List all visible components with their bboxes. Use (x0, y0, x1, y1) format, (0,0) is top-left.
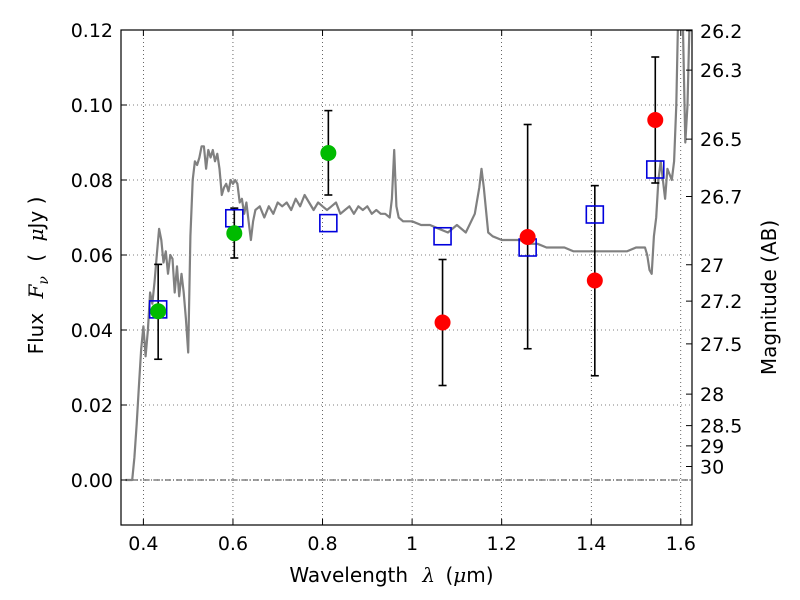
grid (121, 29, 692, 525)
magnitude-tick-label: 29 (700, 436, 724, 458)
magnitude-tick-label: 26.5 (700, 129, 742, 151)
magnitude-axis-title: Magnitude (AB) (757, 220, 781, 375)
red-point (586, 272, 603, 289)
x-tick-label: 1 (406, 533, 418, 555)
y-tick-label: 0.10 (71, 95, 113, 117)
x-tick-label: 0.8 (307, 533, 337, 555)
y-tick-label: 0.08 (71, 170, 113, 192)
magnitude-tick-label: 26.2 (700, 21, 742, 43)
red-data-points (434, 112, 664, 331)
plot-frame (120, 29, 693, 526)
model-square-marker (433, 226, 452, 246)
magnitude-tick-label: 27.2 (700, 291, 742, 313)
plot-area (125, 30, 691, 482)
x-axis-title: Wavelength λ (μm) (289, 563, 493, 587)
y-tick-label: 0.00 (71, 470, 113, 492)
magnitude-tick-label: 26.3 (700, 60, 742, 82)
magnitude-tick-label: 30 (700, 457, 724, 479)
red-point (647, 112, 664, 128)
green-point (320, 145, 337, 161)
magnitude-tick-label: 28.5 (700, 416, 742, 438)
y-axis-title: Flux Fν ( μJy ) (24, 197, 53, 355)
y-tick-label: 0.02 (71, 395, 113, 417)
red-point (434, 314, 451, 331)
y-tick-label: 0.06 (71, 245, 113, 267)
model-spectrum-line (125, 30, 691, 482)
model-square-marker (645, 160, 665, 179)
magnitude-tick-label: 27.5 (700, 334, 742, 356)
x-tick-label: 1.2 (487, 533, 517, 555)
y-tick-label: 0.04 (71, 320, 113, 342)
green-point (150, 303, 167, 320)
green-data-points (150, 145, 337, 320)
x-tick-label: 1.6 (666, 533, 696, 555)
model-square-marker (585, 205, 605, 224)
magnitude-tick-label: 27 (700, 255, 724, 277)
x-tick-label: 1.4 (576, 533, 606, 555)
x-axis-ticks: 0.4 0.6 0.8 1 1.2 1.4 1.6 (128, 30, 696, 555)
y-tick-label: 0.12 (71, 20, 113, 42)
y-axis-ticks: 0.00 0.02 0.04 0.06 0.08 0.10 0.12 (71, 20, 127, 492)
magnitude-tick-label: 26.7 (700, 187, 742, 209)
magnitude-tick-label: 28 (700, 384, 724, 406)
red-point (519, 229, 536, 245)
green-point (226, 225, 243, 242)
model-square-marker (319, 213, 338, 233)
x-tick-label: 0.6 (218, 533, 248, 555)
x-tick-label: 0.4 (128, 533, 158, 555)
